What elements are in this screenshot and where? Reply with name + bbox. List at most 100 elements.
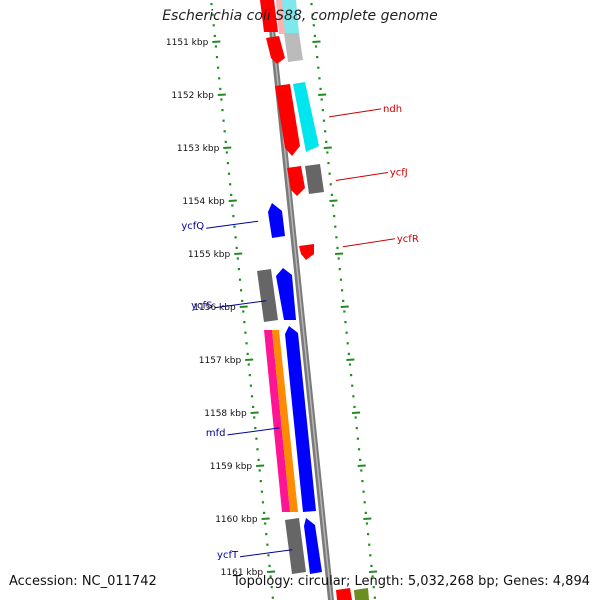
ruler-dot [234,236,237,239]
ruler-dot [350,374,353,377]
gene-label-ycfq: ycfQ [181,221,204,232]
gene-label-mfd: mfd [206,428,226,439]
ruler-dot [213,34,216,37]
tick-mark-inner [228,199,237,202]
ruler-dot [270,586,273,589]
ruler-dot [325,140,328,143]
ruler-dot [333,215,336,218]
ruler-dot [260,490,263,493]
ruler-dot [242,310,245,313]
ruler-dot [351,384,354,387]
ruler-dot [344,321,347,324]
ruler-dot [331,204,335,207]
tick-mark-inner [261,517,270,520]
genome-backbone [266,0,334,600]
ruler-dot [249,384,253,387]
ruler-dot [364,511,367,514]
ruler-dot [258,469,261,472]
ruler-dot [335,236,338,239]
ruler-dot [336,246,339,249]
tick-mark-outer [318,93,327,96]
tick-label: 1160 kbp [215,515,258,525]
topology-text: Topology: circular; Length: 5,032,268 bp… [232,574,590,589]
ruler-dot [328,172,331,175]
ruler-dot [347,352,350,355]
cog-grey-ycfs [257,269,278,322]
ruler-dot [372,586,375,589]
ruler-dot [321,109,324,112]
ruler-dot [255,437,258,440]
ruler-dot [322,119,326,122]
tick-mark-outer [329,199,338,202]
ruler-dot [229,183,232,186]
ruler-dot [271,596,274,599]
tick-mark-outer [312,40,321,43]
tick-mark-outer [346,358,355,361]
gene-label-ycft: ycfT [217,550,239,561]
tick-label: 1152 kbp [171,91,214,101]
ruler-dot [266,543,269,546]
ruler-dot [373,596,376,599]
tick-mark-inner [267,570,276,573]
ruler-dot [312,24,315,27]
tick-mark-outer [352,411,361,414]
ruler-dot [353,405,356,408]
ruler-dot [254,427,257,430]
tick-label: 1154 kbp [182,197,225,207]
tick-label: 1157 kbp [199,356,242,366]
ruler-track-outer [310,3,376,599]
ruler-dot [370,564,373,567]
ruler-dot [329,183,332,186]
ruler-dot [238,278,242,281]
ruler-dot [227,172,231,175]
ruler-dot [243,321,246,324]
ruler-dot [261,501,265,504]
cog-cyan-top [282,0,299,34]
ruler-dot [216,66,220,69]
ruler-dot [236,257,239,260]
ruler-dot [239,289,243,292]
gene-label-ycfj: ycfJ [390,168,408,179]
ruler-dot [320,98,323,101]
ruler-dot [310,3,313,6]
gene-labels: ndh ycfJ ycfR ycfQ ycfS mfd ycfT [181,104,418,561]
ruler-dot [247,363,250,366]
ruler-dot [354,416,357,419]
ruler-dot [334,225,337,228]
ruler-dot [357,448,361,451]
ruler-dot [369,554,372,557]
ruler-dot [214,45,217,48]
ruler-dot [339,278,343,281]
ruler-dot [225,151,228,154]
ruler-dot [211,13,214,16]
tick-mark-inner [239,305,248,308]
tick-label: 1161 kbp [221,568,264,578]
ruler-dot [221,109,224,112]
ruler-dot [262,511,266,514]
tick-label: 1153 kbp [177,144,220,154]
gene-leader-line [335,172,388,181]
cog-olive-bottom [354,588,369,600]
ruler-dot [230,193,233,196]
gene-leader-line [227,427,280,436]
ruler-dot [256,448,259,451]
ruler-dot [360,469,363,472]
tick-mark-inner [250,411,259,414]
ruler-dot [259,480,262,483]
ruler-dot [318,77,321,80]
ruler-dot [222,119,225,122]
gene-leader-line [214,300,267,309]
ruler-dot [363,501,366,504]
ruler-dot [317,66,320,69]
ruler-dot [220,98,223,101]
tick-label: 1159 kbp [210,462,253,472]
ruler-dot [252,405,255,408]
ruler-dot [265,533,268,536]
ruler-dot [314,45,318,48]
ruler-dot [348,363,352,366]
ruler-dot [231,204,234,207]
tick-label: 1155 kbp [188,250,231,260]
ruler-dot [342,299,345,302]
ruler-dot [267,554,270,557]
